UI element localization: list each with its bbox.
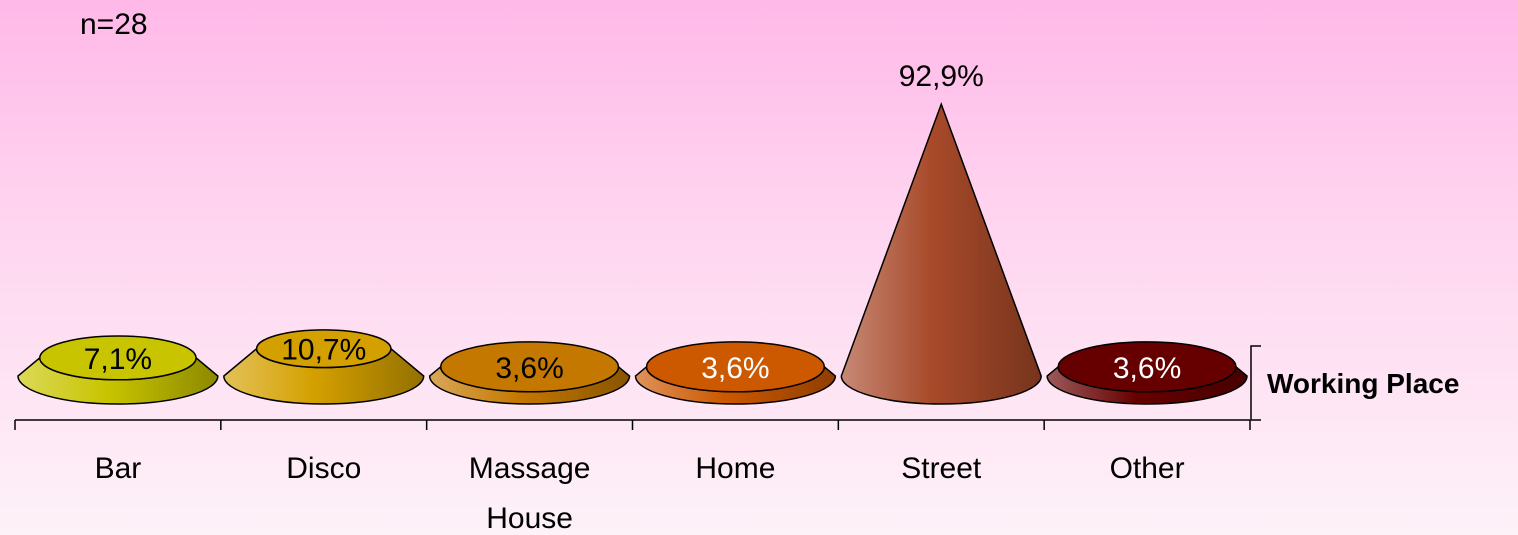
category-label: Bar [95, 452, 142, 485]
value-label: 3,6% [701, 352, 769, 385]
value-label: 7,1% [84, 343, 152, 376]
bar-home [634, 341, 837, 405]
value-label: 3,6% [495, 352, 563, 385]
value-label: 10,7% [281, 334, 366, 367]
series-name-label: Working Place [1267, 368, 1459, 399]
value-label: 92,9% [899, 60, 984, 93]
bar-massage-house [428, 341, 631, 405]
category-label: Home [695, 452, 775, 485]
category-label: Disco [286, 452, 361, 485]
category-label: Massage [469, 452, 591, 485]
category-label: Other [1110, 452, 1185, 485]
bar-disco [223, 329, 425, 405]
category-label: Street [901, 452, 982, 485]
series-legend: Working Place [1250, 345, 1459, 421]
bar-street [840, 101, 1042, 405]
value-label: 3,6% [1113, 352, 1181, 385]
category-label: House [486, 502, 573, 535]
bar-bar [17, 335, 219, 405]
bar-other [1046, 341, 1248, 405]
sample-size-label: n=28 [80, 8, 148, 41]
